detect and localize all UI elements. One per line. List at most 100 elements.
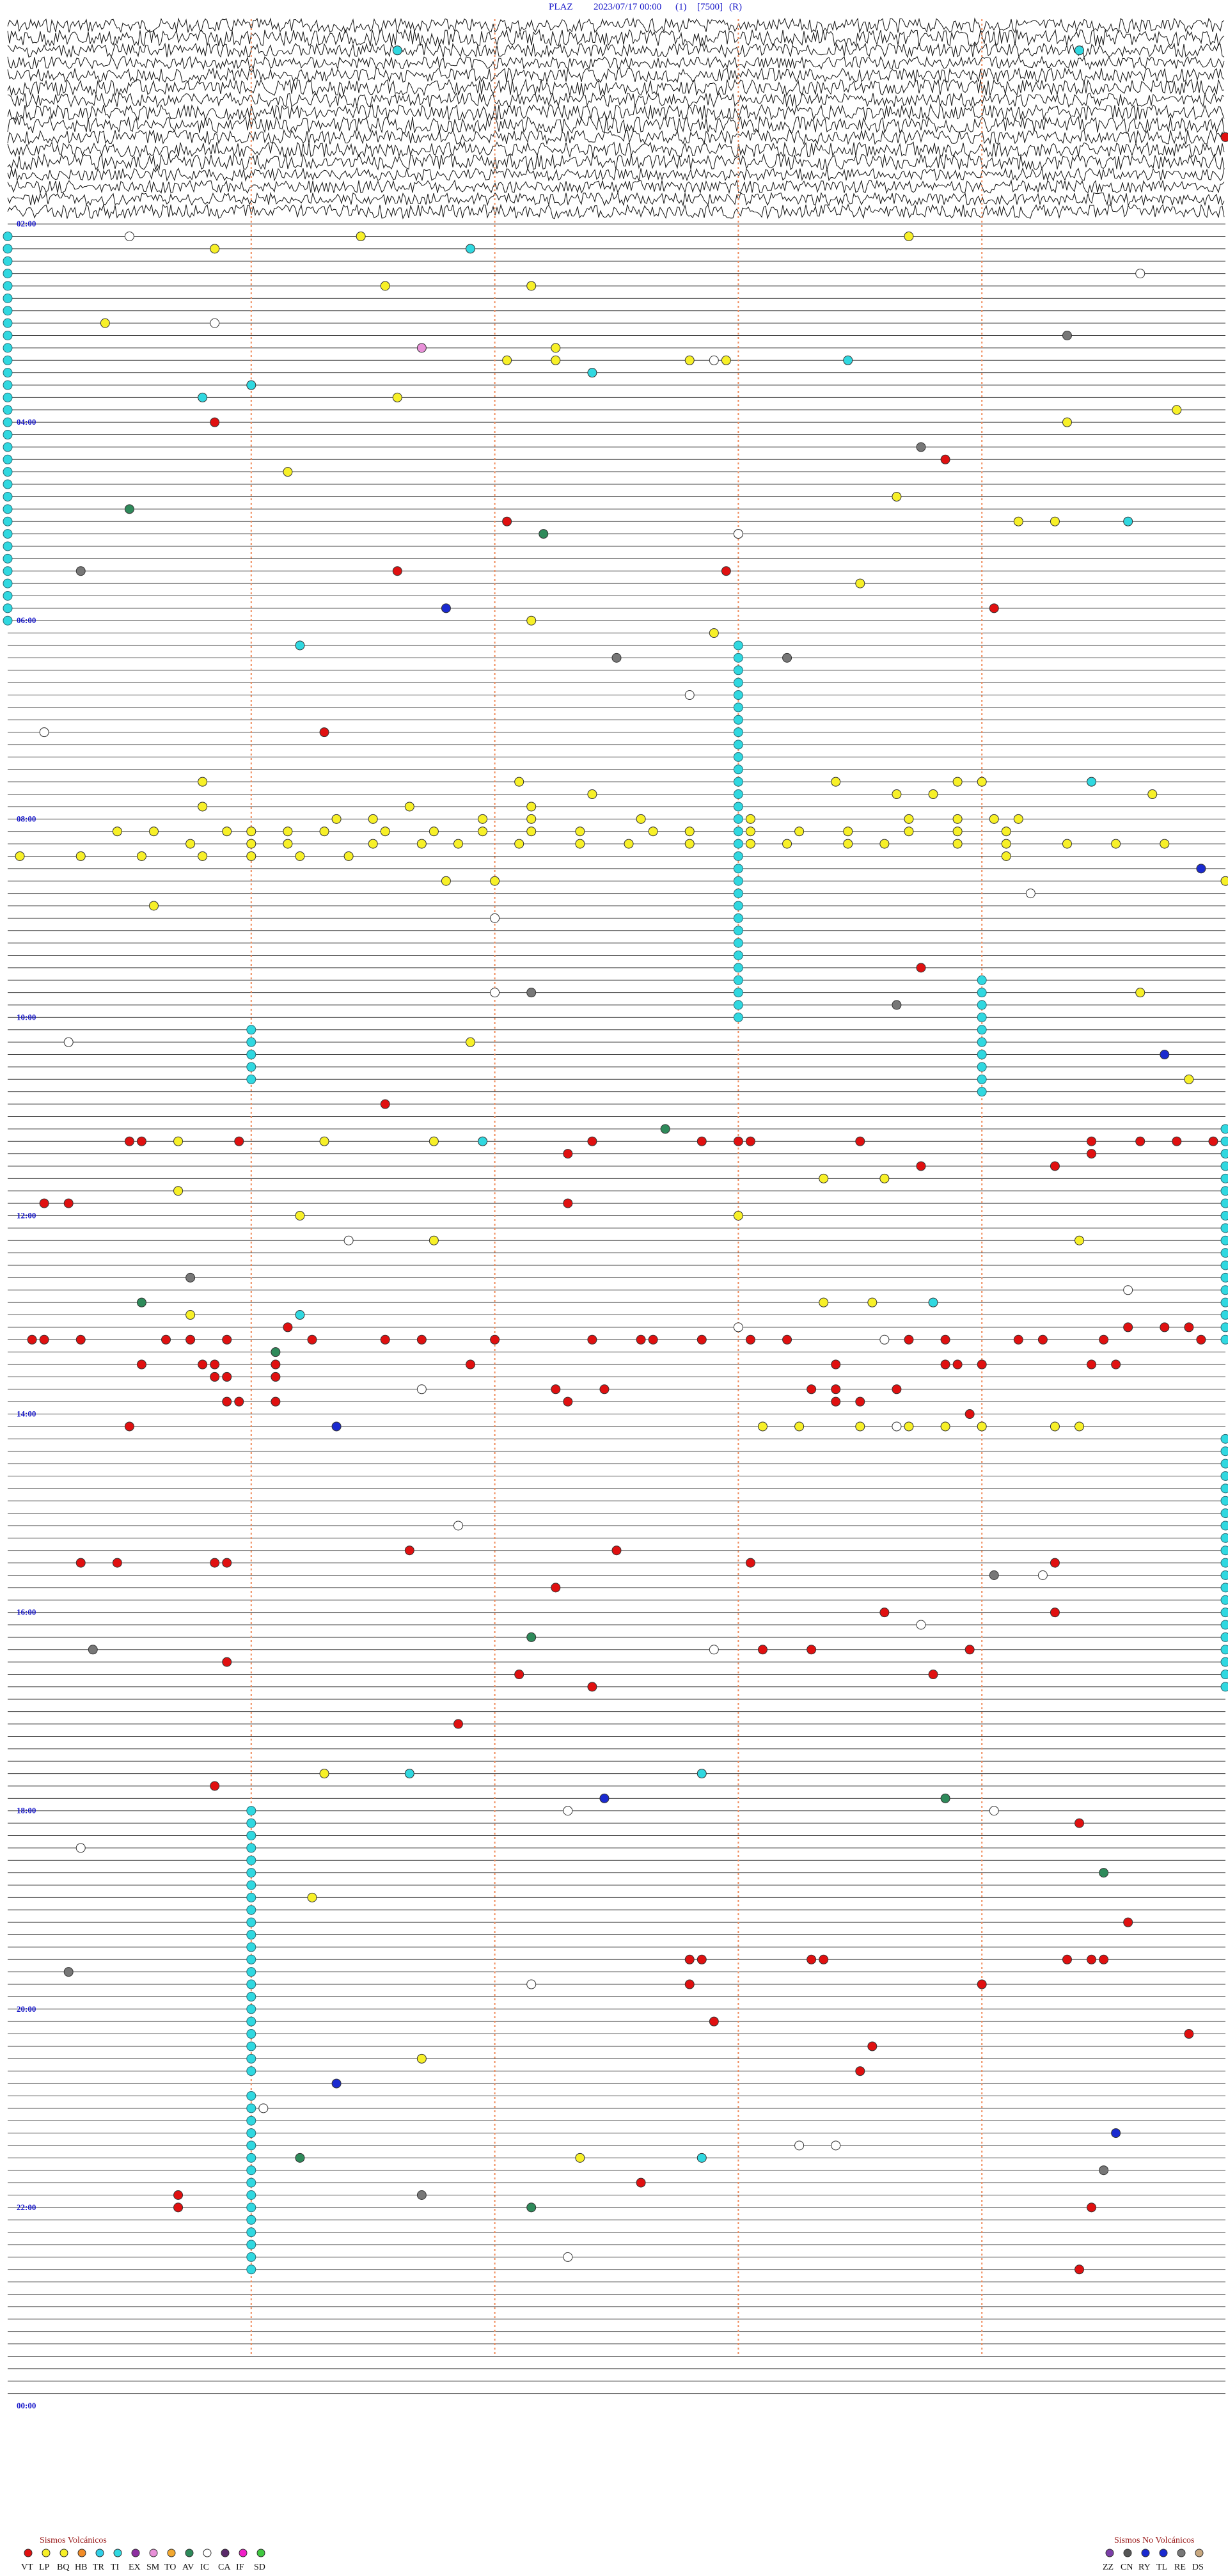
event-marker-ti: [733, 901, 743, 911]
hour-label: 22:00: [17, 2202, 36, 2212]
event-marker-lp: [441, 876, 451, 886]
event-marker-ti: [246, 1967, 256, 1977]
event-marker-lp: [928, 789, 938, 800]
event-marker-lp: [526, 281, 537, 291]
event-marker-vt: [940, 454, 950, 464]
event-marker-ic: [1123, 1285, 1133, 1295]
event-marker-ti: [697, 1769, 707, 1779]
event-legend: Sismos Volcánicos VT LP BQ HB TR TI EX SM TO AV IC C…: [21, 2536, 1204, 2572]
event-marker-ic: [684, 690, 695, 700]
event-marker-lp: [100, 318, 110, 328]
event-marker-av: [1099, 1868, 1109, 1878]
hour-label: 12:00: [17, 1210, 36, 1220]
event-marker-vt: [977, 1359, 987, 1370]
event-marker-vt: [319, 727, 329, 738]
event-marker-vt: [404, 1545, 414, 1556]
event-marker-vt: [855, 1396, 865, 1407]
event-marker-vt: [952, 1359, 963, 1370]
event-marker-lp: [904, 231, 914, 241]
event-marker-ti: [246, 1905, 256, 1915]
event-marker-vt: [563, 1198, 573, 1208]
event-marker-vt: [222, 1558, 232, 1568]
legend-swatch: [256, 2548, 265, 2557]
trace-row: [7, 191, 1225, 207]
event-marker-vt: [453, 1719, 463, 1729]
event-marker-lp: [1013, 814, 1023, 824]
event-marker-ti: [1123, 516, 1133, 526]
event-marker-ti: [977, 1062, 987, 1072]
event-marker-vt: [1160, 1322, 1170, 1332]
event-marker-ti: [1220, 1632, 1228, 1642]
event-marker-vt: [782, 1334, 792, 1345]
event-marker-ti: [246, 1930, 256, 1940]
event-marker-vt: [551, 1384, 561, 1395]
event-marker-ti: [1220, 1149, 1228, 1159]
legend-code: TL: [1156, 2563, 1167, 2572]
event-marker-vt: [1087, 1359, 1097, 1370]
event-marker-ti: [977, 1087, 987, 1097]
hour-label: 20:00: [17, 2004, 36, 2014]
event-marker-lp: [952, 839, 963, 849]
legend-code: LP: [39, 2563, 50, 2572]
event-marker-ti: [733, 814, 743, 824]
event-marker-vt: [611, 1545, 622, 1556]
event-marker-lp: [246, 851, 256, 861]
event-marker-vt: [490, 1334, 500, 1345]
event-marker-vt: [697, 1334, 707, 1345]
event-marker-vt: [1050, 1161, 1060, 1171]
legend-swatch: [113, 2548, 122, 2557]
event-marker-ti: [1220, 1322, 1228, 1332]
event-marker-ti: [246, 1991, 256, 2002]
event-marker-ic: [733, 529, 743, 539]
trace-row: [7, 55, 1225, 70]
legend-swatch: [1159, 2548, 1168, 2557]
event-marker-ti: [3, 405, 13, 415]
event-marker-ic: [989, 1806, 999, 1816]
event-marker-ti: [3, 504, 13, 514]
event-marker-ic: [343, 1235, 354, 1245]
event-marker-ti: [1220, 1272, 1228, 1283]
event-marker-ic: [453, 1521, 463, 1531]
legend-swatch: [221, 2548, 230, 2557]
event-marker-ti: [404, 1769, 414, 1779]
event-marker-ry: [1196, 864, 1206, 874]
event-marker-ic: [1135, 269, 1145, 279]
event-marker-lp: [478, 826, 488, 837]
event-marker-vt: [916, 963, 926, 973]
event-marker-vt: [124, 1421, 134, 1432]
legend-swatch: [1141, 2548, 1150, 2557]
event-marker-vt: [1208, 1136, 1218, 1146]
event-marker-lp: [222, 826, 232, 837]
event-marker-lp: [575, 2153, 585, 2163]
event-marker-ti: [1220, 1334, 1228, 1345]
event-marker-ti: [3, 355, 13, 365]
event-marker-lp: [295, 1210, 305, 1221]
event-marker-ic: [733, 1322, 743, 1332]
event-marker-lp: [879, 839, 890, 849]
event-marker-ti: [246, 2165, 256, 2176]
event-marker-ti: [1220, 1235, 1228, 1245]
event-marker-lp: [684, 355, 695, 365]
event-marker-ti: [392, 45, 402, 56]
hour-label: 10:00: [17, 1012, 36, 1022]
event-marker-ti: [246, 1025, 256, 1035]
event-marker-vt: [1087, 1954, 1097, 1964]
event-marker-re: [416, 2190, 427, 2200]
event-marker-ti: [733, 702, 743, 713]
event-marker-ti: [1220, 1545, 1228, 1556]
legend-code: TR: [93, 2563, 105, 2572]
legend-swatch: [167, 2548, 176, 2557]
event-marker-ti: [246, 380, 256, 390]
event-marker-ti: [1220, 1508, 1228, 1519]
event-marker-lp: [1062, 839, 1072, 849]
event-marker-vt: [964, 1409, 975, 1419]
event-marker-vt: [807, 1384, 817, 1395]
event-marker-ic: [124, 231, 134, 241]
event-marker-ti: [3, 516, 13, 526]
event-marker-vt: [1099, 1954, 1109, 1964]
event-marker-ti: [246, 2053, 256, 2064]
event-marker-ic: [892, 1421, 902, 1432]
hour-label: 02:00: [17, 219, 36, 228]
event-marker-lp: [198, 802, 208, 812]
event-marker-ti: [246, 2215, 256, 2225]
